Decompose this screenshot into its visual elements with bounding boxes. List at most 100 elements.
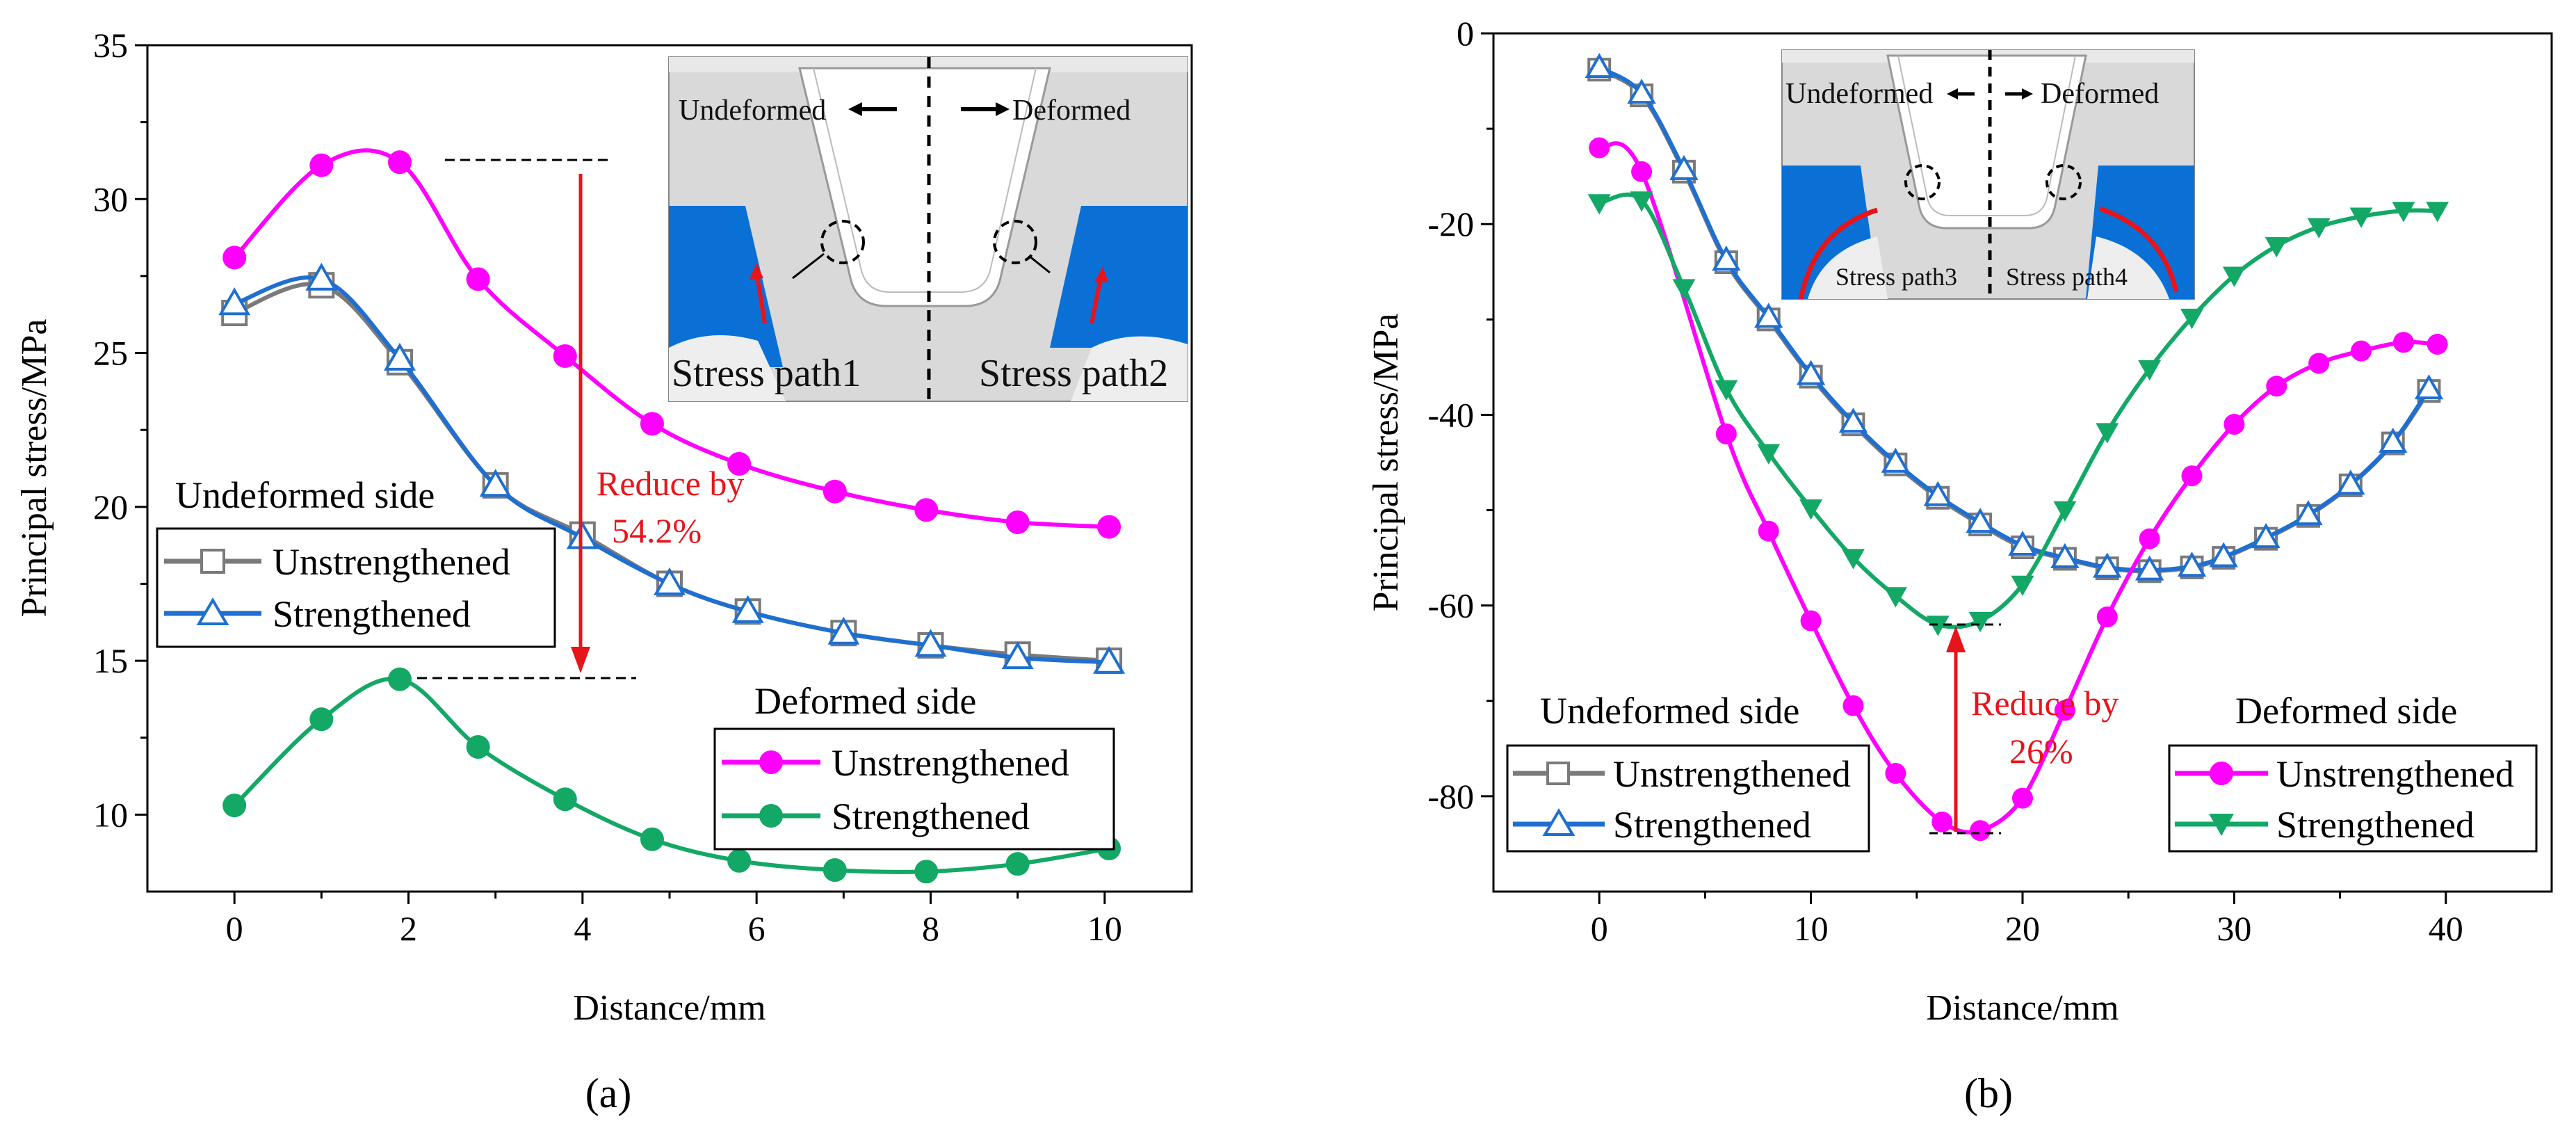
data-point-strengthened — [2053, 501, 2077, 522]
legend-b-unstrengthened-2: Unstrengthened — [2276, 753, 2514, 795]
data-point-strengthened — [222, 794, 247, 818]
reduction-annotation-a: Reduce by 54.2% — [417, 159, 744, 679]
data-point-strengthened — [640, 827, 664, 851]
x-tick-label: 10 — [1087, 909, 1122, 948]
legend-marker-square — [200, 549, 225, 574]
data-point-strengthened — [2134, 555, 2164, 581]
data-point-strengthened — [1968, 611, 1992, 633]
data-point-strengthened — [1672, 279, 1696, 300]
data-point-unstrengthened — [2139, 528, 2160, 549]
data-point-strengthened — [466, 735, 490, 759]
data-point-unstrengthened — [1842, 695, 1864, 716]
data-point-unstrengthened — [2223, 414, 2245, 435]
legend-b-strengthened-1: Strengthened — [1613, 804, 1811, 846]
legend-b-marker-triangle-down — [2209, 814, 2234, 836]
data-point-strengthened — [1838, 408, 1868, 433]
legend-b-undeformed-title: Undeformed side — [1540, 690, 1799, 732]
x-tick-label: 0 — [226, 909, 243, 948]
data-point-unstrengthened — [2427, 333, 2448, 355]
data-point-strengthened — [731, 595, 764, 623]
data-point-strengthened — [1757, 444, 1781, 465]
data-point-strengthened — [653, 567, 686, 595]
data-point-unstrengthened — [2012, 787, 2033, 809]
data-point-strengthened — [1093, 645, 1126, 674]
data-point-unstrengthened — [1005, 510, 1030, 534]
reduction-text-a-line2: 54.2% — [612, 511, 702, 550]
reduction-text-b-line1: Reduce by — [1971, 684, 2119, 723]
x-tick-label: 0 — [1591, 909, 1608, 948]
y-tick-label: -40 — [1427, 395, 1474, 434]
legend-b-strengthened-2: Strengthened — [2276, 804, 2474, 846]
y-tick-label: 0 — [1457, 14, 1474, 53]
y-tick-label: 20 — [93, 488, 128, 526]
data-point-unstrengthened — [387, 150, 412, 175]
x-tick-label: 8 — [922, 909, 939, 948]
panel-b: Undeformed Deformed Stress path3 Stress … — [1366, 14, 2553, 1116]
inset-a-path-left: Stress path1 — [672, 352, 861, 395]
data-point-unstrengthened — [823, 479, 847, 504]
data-point-unstrengthened — [1589, 137, 1610, 159]
data-point-unstrengthened — [1715, 423, 1737, 444]
reduction-annotation-b: Reduce by 26% — [1929, 623, 2119, 835]
data-point-strengthened — [1841, 549, 1865, 570]
data-point-unstrengthened — [2096, 606, 2118, 628]
data-point-unstrengthened — [2392, 332, 2414, 353]
data-point-strengthened — [2265, 237, 2288, 258]
data-point-strengthened — [2222, 266, 2246, 287]
y-axis-label-a: Principal stress/MPa — [15, 319, 54, 618]
data-point-strengthened — [383, 342, 416, 371]
legend-b-deformed: Deformed side Unstrengthened Strengthene… — [2168, 690, 2538, 853]
y-tick-label: 25 — [93, 334, 128, 373]
panel-a: Undeformed Deformed Stress path1 Stress … — [15, 26, 1193, 1116]
data-point-strengthened — [1754, 303, 1783, 328]
legend-b-undeformed: Undeformed side Unstrengthened Strengthe… — [1506, 690, 1870, 853]
x-tick-label: 20 — [2005, 909, 2040, 948]
data-point-unstrengthened — [222, 245, 247, 270]
data-point-strengthened — [1712, 245, 1741, 271]
inset-diagram-b: Undeformed Deformed Stress path3 Stress … — [1781, 49, 2195, 300]
data-point-strengthened — [914, 629, 947, 657]
data-point-strengthened — [2392, 202, 2415, 223]
data-point-strengthened — [218, 287, 251, 316]
y-tick-label: 30 — [93, 179, 128, 218]
y-tick-label: -20 — [1427, 204, 1474, 243]
reduction-text-a-line1: Reduce by — [597, 464, 744, 503]
data-point-strengthened — [823, 858, 847, 883]
y-tick-label: -60 — [1427, 586, 1474, 625]
data-point-unstrengthened — [1631, 161, 1653, 182]
data-point-strengthened — [309, 707, 334, 732]
data-point-unstrengthened — [914, 498, 939, 522]
data-point-strengthened — [1001, 641, 1034, 670]
data-point-strengthened — [1627, 79, 1656, 104]
inset-a-right-label: Deformed — [1012, 95, 1131, 127]
data-point-unstrengthened — [1800, 610, 1822, 631]
data-point-strengthened — [1884, 587, 1907, 608]
legend-b-unstrengthened-1: Unstrengthened — [1613, 753, 1851, 795]
legend-marker-triangle — [196, 597, 229, 625]
y-tick-label: 15 — [93, 641, 128, 680]
data-point-unstrengthened — [727, 451, 752, 476]
data-point-unstrengthened — [553, 344, 577, 368]
data-point-strengthened — [2426, 202, 2449, 223]
series-line-undeformed-side-strengthened — [234, 275, 1110, 665]
data-point-strengthened — [2011, 575, 2034, 597]
inset-a-left-label: Undeformed — [679, 95, 826, 127]
data-point-unstrengthened — [2054, 700, 2075, 721]
reduction-text-b-line2: 26% — [2009, 732, 2073, 771]
data-point-strengthened — [2138, 360, 2162, 381]
data-point-strengthened — [2008, 531, 2037, 556]
data-point-strengthened — [1796, 360, 1826, 385]
legend-b-marker-triangle — [1542, 808, 1575, 836]
data-point-strengthened — [2093, 552, 2122, 578]
legend-a-strengthened-2: Strengthened — [832, 796, 1030, 837]
data-point-strengthened — [2378, 427, 2408, 453]
data-point-unstrengthened — [1758, 520, 1779, 542]
reduction-arrow-b — [1946, 626, 1966, 652]
data-point-strengthened — [2251, 523, 2281, 549]
inset-b-right-label: Deformed — [2041, 78, 2159, 110]
data-point-unstrengthened — [1097, 515, 1121, 539]
inset-b-path-right: Stress path4 — [2006, 263, 2128, 291]
panel-label-a: (a) — [585, 1070, 632, 1116]
y-tick-label: 35 — [93, 26, 128, 65]
data-point-strengthened — [1923, 481, 1952, 506]
